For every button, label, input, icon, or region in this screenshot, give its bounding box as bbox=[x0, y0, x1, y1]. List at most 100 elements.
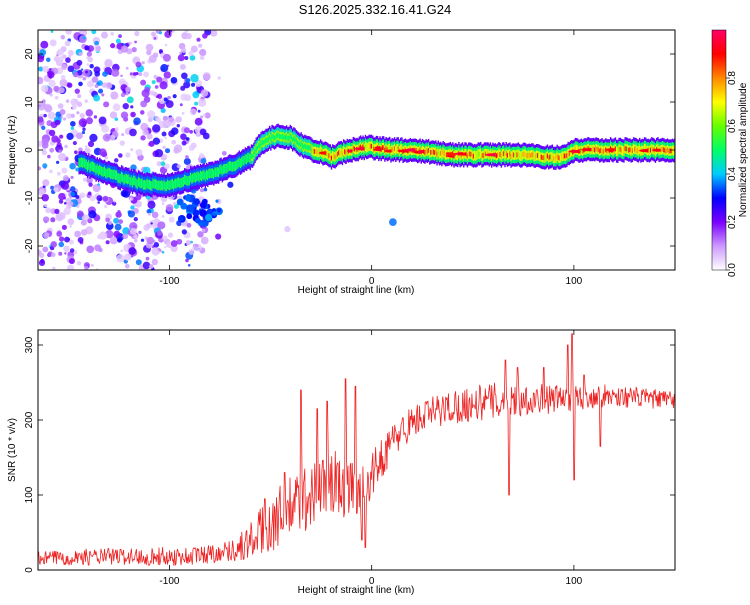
snr-series-line bbox=[38, 333, 675, 566]
spectrogram-ridge-cell bbox=[89, 165, 91, 170]
spectrogram-ridge-cell bbox=[510, 153, 512, 159]
spectrogram-blob bbox=[217, 76, 221, 80]
spectrogram-ridge-cell bbox=[393, 146, 396, 152]
spectrogram-blob bbox=[104, 59, 113, 68]
spectrogram-ridge-cell bbox=[107, 169, 109, 175]
spectrogram-blob bbox=[91, 30, 97, 35]
spectrogram-blob bbox=[202, 113, 206, 117]
spectrogram-blob bbox=[185, 137, 190, 141]
spectrogram-ridge-cell bbox=[140, 181, 142, 187]
spectrogram-ridge-cell bbox=[672, 148, 675, 154]
spectrogram-ridge-cell bbox=[296, 140, 299, 146]
spectrogram-blob bbox=[187, 263, 191, 267]
spectrogram-ridge-cell bbox=[170, 181, 173, 187]
spectrogram-ridge-cell bbox=[472, 153, 475, 159]
spectrogram-blob bbox=[53, 187, 59, 193]
spectrogram-blob bbox=[194, 117, 203, 126]
spectrogram-ridge-cell bbox=[213, 171, 215, 177]
spectrogram-ridge-cell bbox=[395, 148, 397, 153]
spectrogram-blob bbox=[68, 50, 74, 56]
spectrogram-ridge-cell bbox=[312, 149, 315, 154]
spectrogram-blob bbox=[77, 237, 84, 243]
spectrogram-ridge-cell bbox=[197, 173, 199, 179]
spectrogram-blob bbox=[140, 79, 147, 86]
spectrogram-ridge-cell bbox=[134, 178, 136, 184]
spectrogram-ridge-cell bbox=[618, 146, 620, 152]
spectrogram-ridge-cell bbox=[256, 145, 259, 151]
spectrogram-ridge-cell bbox=[338, 150, 340, 156]
spectrogram-blob bbox=[156, 230, 163, 236]
spectrogram-ridge-cell bbox=[130, 177, 133, 183]
spectrogram-blob bbox=[86, 63, 90, 66]
spectrogram-ridge-cell bbox=[562, 153, 564, 159]
spectrogram-blob bbox=[171, 139, 177, 145]
spectrogram-ridge-cell bbox=[425, 148, 427, 154]
spectrogram-ridge-cell bbox=[152, 180, 154, 186]
spectrogram-blob bbox=[101, 31, 108, 39]
spectrogram-ridge-cell bbox=[435, 149, 437, 155]
spectrogram-blob bbox=[40, 40, 49, 49]
spectrogram-ridge-cell bbox=[440, 150, 442, 156]
colorbar-tick-label: 0.2 bbox=[727, 215, 738, 229]
spectrogram-ridge-cell bbox=[581, 148, 584, 154]
spectrogram-blob bbox=[38, 189, 45, 196]
x-tick-label: 100 bbox=[566, 276, 583, 287]
spectrogram-blob bbox=[63, 201, 67, 205]
spectrogram-blob bbox=[87, 140, 95, 148]
spectrogram-blob bbox=[93, 94, 101, 102]
spectrogram-ridge-cell bbox=[94, 165, 96, 171]
spectrogram-ridge-cell bbox=[592, 146, 595, 152]
spectrogram-ridge-cell bbox=[332, 153, 334, 159]
spectrogram-blob bbox=[63, 245, 70, 252]
spectrogram-blob bbox=[217, 208, 222, 213]
spectrogram-ridge-cell bbox=[543, 155, 545, 161]
spectrogram-blob bbox=[130, 148, 134, 152]
spectrogram-ridge-cell bbox=[532, 152, 534, 158]
spectrogram-blob bbox=[56, 51, 61, 55]
spectrogram-blob bbox=[84, 265, 89, 270]
spectrogram-blob bbox=[104, 204, 108, 209]
spectrogram-ridge-cell bbox=[518, 152, 521, 158]
spectrogram-ridge-cell bbox=[625, 146, 628, 152]
spectrogram-blob bbox=[49, 93, 53, 97]
spectrogram-ridge-cell bbox=[619, 146, 621, 152]
spectrogram-blob bbox=[133, 117, 141, 126]
spectrogram-ridge-cell bbox=[136, 181, 139, 187]
spectrogram-ridge-cell bbox=[86, 164, 89, 170]
spectrogram-blob bbox=[94, 244, 102, 252]
spectrogram-blob bbox=[146, 133, 153, 140]
spectrogram-ridge-cell bbox=[100, 168, 102, 174]
spectrogram-ridge-cell bbox=[220, 166, 222, 172]
spectrogram-blob bbox=[86, 51, 92, 57]
spectrogram-blob bbox=[202, 132, 210, 140]
spectrogram-ridge-cell bbox=[499, 152, 501, 157]
spectrogram-blob bbox=[190, 45, 198, 53]
spectrogram-ridge-cell bbox=[531, 152, 533, 158]
spectrogram-blob bbox=[114, 117, 119, 121]
spectrogram-ridge-cell bbox=[272, 134, 274, 140]
spectrogram-ridge-cell bbox=[157, 183, 159, 188]
spectrogram-blob bbox=[189, 55, 196, 61]
spectrogram-ridge-cell bbox=[520, 153, 522, 159]
spectrogram-blob bbox=[173, 203, 180, 209]
spectrogram-blob bbox=[204, 213, 213, 222]
spectrogram-blob bbox=[38, 166, 42, 171]
spectrogram-ridge-cell bbox=[109, 171, 112, 177]
spectrogram-blob bbox=[153, 242, 160, 248]
spectrogram-blob bbox=[130, 111, 136, 118]
spectrogram-blob bbox=[194, 101, 199, 106]
spectrogram-ridge-cell bbox=[105, 170, 107, 176]
spectrogram-ridge-cell bbox=[254, 149, 256, 154]
spectrogram-blob bbox=[41, 102, 47, 108]
spectrogram-blob bbox=[68, 239, 74, 245]
spectrogram-ridge-cell bbox=[176, 180, 179, 186]
spectrogram-blob bbox=[125, 86, 132, 93]
spectrogram-ridge-cell bbox=[396, 146, 398, 152]
spectrogram-ridge-cell bbox=[173, 183, 175, 188]
spectrogram-ridge-cell bbox=[284, 135, 287, 141]
spectrogram-ridge-cell bbox=[247, 155, 249, 161]
spectrogram-blob bbox=[41, 150, 47, 156]
spectrogram-blob bbox=[70, 113, 75, 119]
spectrogram-ridge-cell bbox=[116, 172, 118, 178]
spectrogram-ridge-cell bbox=[469, 151, 471, 157]
